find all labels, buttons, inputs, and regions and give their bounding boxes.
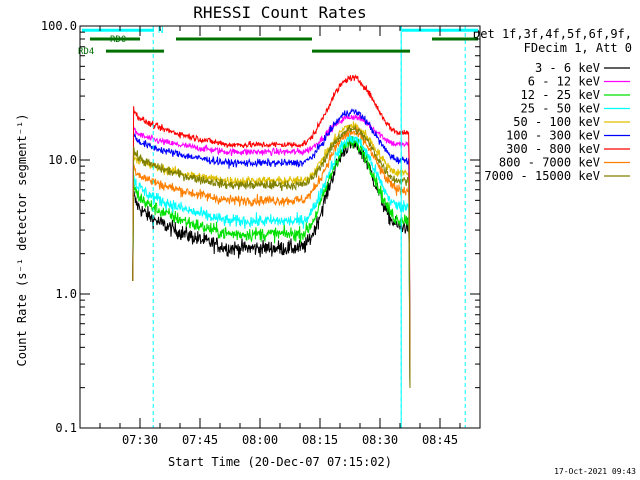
y-tick-label: 1.0 <box>55 287 77 301</box>
legend-header: Det 1f,3f,4f,5f,6f,9f, FDecim 1, Att 0 <box>473 27 632 55</box>
series-lines <box>132 74 411 388</box>
legend-header-line-2: FDecim 1, Att 0 <box>524 41 632 55</box>
series-line-1 <box>132 114 411 388</box>
legend-entry-label: 7000 - 15000 keV <box>484 169 600 183</box>
legend-entry-label: 12 - 25 keV <box>521 88 600 102</box>
legend-entry-label: 3 - 6 keV <box>535 61 600 75</box>
chart-title: RHESSI Count Rates <box>193 3 366 22</box>
legend-header-line-1: Det 1f,3f,4f,5f,6f,9f, <box>473 27 632 41</box>
legend-entry-label: 300 - 800 keV <box>506 142 600 156</box>
x-tick-label: 07:30 <box>122 433 158 447</box>
y-axis-label: Count Rate (s⁻¹ detector segment⁻¹) <box>15 114 29 367</box>
plot-frame <box>79 25 481 429</box>
series-line-2 <box>132 135 411 388</box>
series-line-6 <box>132 74 411 388</box>
series-line-5 <box>132 108 411 388</box>
x-axis-label: Start Time (20-Dec-07 07:15:02) <box>168 455 392 469</box>
x-tick-label: 07:45 <box>182 433 218 447</box>
legend-entry-label: 25 - 50 keV <box>521 102 600 116</box>
x-tick-label: 08:15 <box>302 433 338 447</box>
y-tick-label: 0.1 <box>55 421 77 435</box>
state-bar-label: N <box>158 26 163 36</box>
legend-entry-label: 6 - 12 keV <box>528 75 600 89</box>
y-tick-label: 100.0 <box>41 19 77 33</box>
legend-entry-label: 50 - 100 keV <box>513 115 600 129</box>
x-tick-label: 08:30 <box>362 433 398 447</box>
state-bar-label: RD4 <box>78 47 94 57</box>
axes: 100.0 10.0 1.0 0.1 07:30 07:45 08:00 08:15 08:30… <box>41 19 481 447</box>
footer-timestamp: 17-Oct-2021 09:43 <box>554 467 636 476</box>
state-bar-label: RD0 <box>110 35 126 45</box>
x-tick-label: 08:00 <box>242 433 278 447</box>
overlays: RD0 RD4 N <box>78 26 478 428</box>
series-line-8 <box>132 124 411 388</box>
series-line-7 <box>132 126 411 388</box>
y-tick-label: 10.0 <box>48 153 77 167</box>
series-line-3 <box>132 133 411 388</box>
legend-entry-label: 100 - 300 keV <box>506 129 600 143</box>
x-tick-label: 08:45 <box>422 433 458 447</box>
legend-entry-label: 800 - 7000 keV <box>499 156 600 170</box>
